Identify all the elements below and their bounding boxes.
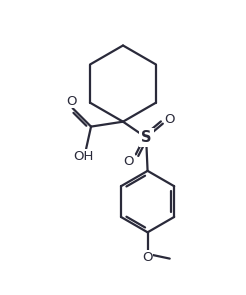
Text: S: S	[141, 130, 152, 145]
Text: OH: OH	[74, 150, 94, 163]
Text: O: O	[164, 114, 175, 127]
Text: O: O	[123, 155, 134, 168]
Text: O: O	[142, 251, 153, 264]
Text: O: O	[66, 95, 77, 108]
